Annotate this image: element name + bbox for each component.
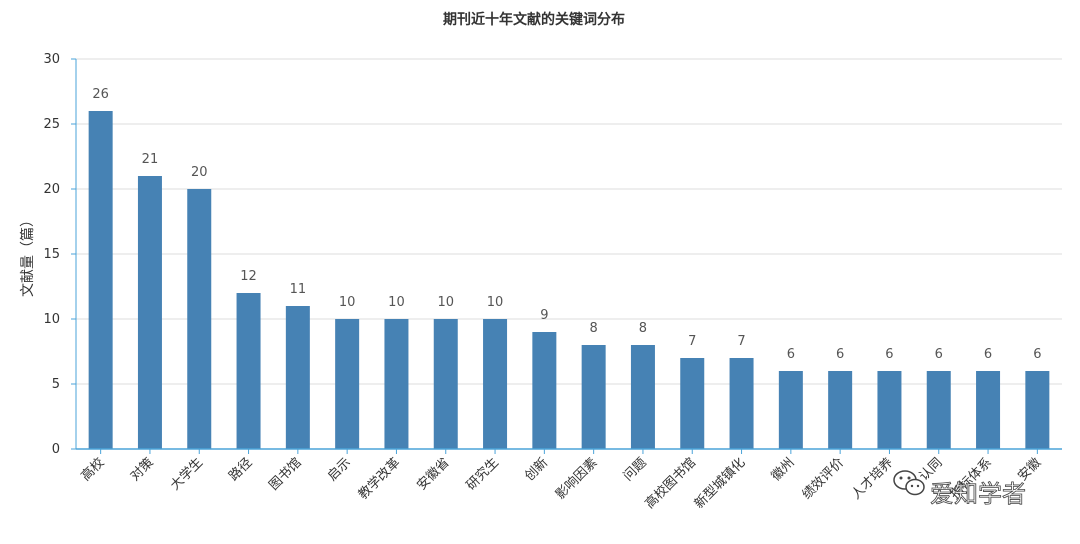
- bar: [1025, 371, 1050, 449]
- y-tick-label: 10: [43, 312, 60, 327]
- category-label: 新型城镇化: [691, 455, 748, 512]
- category-label: 启示: [325, 455, 354, 484]
- data-label: 20: [191, 165, 208, 180]
- bar: [483, 319, 508, 449]
- category-label: 影响因素: [552, 455, 600, 503]
- data-label: 10: [388, 295, 405, 310]
- bar: [335, 319, 360, 449]
- category-label: 问题: [621, 455, 650, 484]
- bar: [285, 306, 310, 449]
- data-label: 7: [688, 334, 696, 349]
- data-label: 6: [885, 347, 893, 362]
- data-label: 12: [240, 269, 257, 284]
- category-label: 对策: [127, 455, 157, 485]
- data-label: 10: [339, 295, 356, 310]
- y-tick-label: 30: [43, 52, 60, 67]
- bar: [384, 319, 409, 449]
- data-label: 11: [290, 282, 307, 297]
- data-label: 8: [590, 321, 598, 336]
- category-label: 安徽省: [414, 455, 452, 493]
- category-label: 大学生: [167, 455, 206, 494]
- category-label: 高校: [78, 455, 108, 485]
- bar: [828, 371, 853, 449]
- bars: [88, 111, 1050, 449]
- bar: [187, 189, 212, 449]
- category-label: 教学改革: [355, 455, 403, 503]
- data-label: 6: [836, 347, 844, 362]
- category-label: 高校图书馆: [642, 455, 699, 512]
- y-tick-label: 25: [43, 117, 60, 132]
- data-label: 6: [1033, 347, 1041, 362]
- bar: [976, 371, 1001, 449]
- bar: [877, 371, 902, 449]
- data-label: 8: [639, 321, 647, 336]
- bar: [137, 176, 162, 449]
- y-tick-label: 5: [52, 377, 60, 392]
- y-tick-label: 15: [43, 247, 60, 262]
- axes: [75, 59, 1062, 454]
- y-tick-label: 20: [43, 182, 60, 197]
- category-label: 绩效评价: [800, 455, 847, 502]
- bar: [630, 345, 655, 449]
- wechat-icon: [893, 470, 925, 496]
- chart-title: 期刊近十年文献的关键词分布: [443, 11, 625, 28]
- category-label: 人才培养: [848, 455, 896, 503]
- data-label: 21: [142, 152, 159, 167]
- data-label: 9: [540, 308, 548, 323]
- bar: [926, 371, 951, 449]
- data-label: 10: [487, 295, 504, 310]
- data-label: 26: [92, 87, 109, 102]
- category-label: 研究生: [464, 455, 502, 493]
- bar: [88, 111, 113, 449]
- bar: [236, 293, 261, 449]
- bar: [778, 371, 803, 449]
- data-label: 7: [737, 334, 745, 349]
- category-label: 路径: [226, 455, 256, 485]
- bar: [433, 319, 458, 449]
- data-label: 6: [787, 347, 795, 362]
- y-axis-ticks: 0 5 10 15 20 25 30: [43, 52, 76, 457]
- y-axis-label: 文献量（篇）: [20, 213, 36, 297]
- data-label: 6: [984, 347, 992, 362]
- category-label: 创新: [521, 455, 551, 485]
- y-tick-label: 0: [52, 442, 60, 457]
- bar: [729, 358, 754, 449]
- category-label: 徽州: [769, 455, 798, 484]
- data-label: 6: [935, 347, 943, 362]
- bar: [680, 358, 705, 449]
- data-label: 10: [437, 295, 454, 310]
- category-label: 图书馆: [266, 455, 304, 493]
- bar: [532, 332, 557, 449]
- data-labels: 26 21 20 12 11 10 10 10 10 9 8 8 7 7 6 6 6 6 6 6: [92, 87, 1041, 362]
- bar: [581, 345, 606, 449]
- watermark-text: 爱知学者: [930, 480, 1026, 508]
- grid-lines: [76, 58, 1062, 385]
- watermark: 爱知学者: [893, 470, 1026, 508]
